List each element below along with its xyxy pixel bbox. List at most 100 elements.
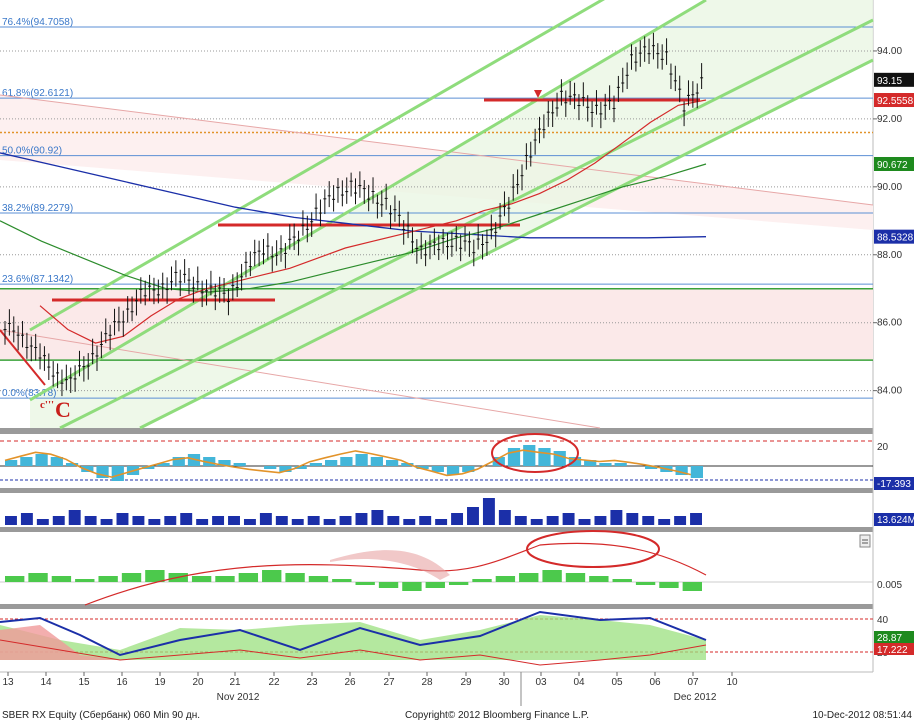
panel-separator (0, 527, 873, 532)
macd-hist-bar (462, 466, 475, 472)
x-tick-label: 15 (78, 677, 90, 688)
x-tick-label: 30 (498, 677, 510, 688)
volume-bar (116, 513, 129, 525)
volume-bar (68, 510, 81, 525)
macd-hist-bar (416, 466, 429, 469)
price-tick-label: 90.00 (877, 182, 902, 193)
x-tick-label: 19 (154, 677, 166, 688)
pink-trend-line (0, 94, 874, 206)
x-tick-label: 14 (40, 677, 52, 688)
price-badge (874, 229, 914, 244)
volume-bar (674, 516, 687, 525)
panel-separator (0, 428, 873, 434)
macd-hist-bar (309, 463, 323, 466)
fib-level-label: 38.2%(89.2279) (2, 203, 73, 214)
fib-level-label: 61.8%(92.6121) (2, 88, 73, 99)
channel-line (29, 0, 606, 332)
macd-hist-bar (446, 466, 460, 475)
panel-separator (0, 488, 873, 493)
x-tick-label: 10 (726, 677, 738, 688)
dmi-hist-bar (448, 582, 469, 585)
volume-bar (228, 516, 240, 525)
macd-hist-bar (233, 463, 246, 466)
macd-hist-bar (65, 463, 79, 466)
month-label: Nov 2012 (217, 692, 260, 703)
volume-bar (84, 516, 97, 525)
x-tick-label: 22 (268, 677, 280, 688)
volume-bar (36, 519, 49, 525)
fib-level-label: 23.6%(87.1342) (2, 274, 73, 285)
macd-hist-bar (35, 454, 48, 466)
dmi-hist-bar (51, 576, 72, 582)
volume-bar (658, 519, 671, 525)
macd-hist-bar (325, 460, 338, 466)
x-tick-label: 06 (649, 677, 661, 688)
price-badge (874, 156, 914, 171)
x-tick-label: 23 (306, 677, 318, 688)
osc-tick-label: 40 (877, 615, 889, 626)
footer-left: SBER RX Equity (Сбербанк) 060 Min 90 дн. (2, 709, 200, 721)
price-tick-label: 92.00 (877, 114, 902, 125)
dmi-hist-bar (121, 573, 142, 582)
volume-bar (530, 519, 543, 525)
macd-hist-bar (218, 460, 231, 466)
price-badge-label: 92.5558 (877, 96, 914, 107)
macd-hist-bar (5, 460, 18, 466)
price-badge (874, 93, 914, 108)
macd-panel: 20 -17.393 (0, 433, 914, 490)
fib-level-label: 0.0%(83.78) (2, 388, 56, 399)
volume-bar (467, 507, 479, 525)
dmi-hist-bar (425, 582, 445, 588)
volume-panel: 13.624M (5, 498, 914, 526)
dmi-hist-bar (519, 573, 539, 582)
volume-bar (180, 513, 193, 525)
x-tick-label: 16 (116, 677, 128, 688)
volume-bar (451, 513, 464, 525)
dmi-cloud (330, 550, 450, 580)
macd-hist-bar (157, 463, 170, 466)
volume-bar (100, 519, 113, 525)
x-tick-label: 26 (344, 677, 356, 688)
macd-badge (874, 477, 914, 490)
dmi-hist-bar (472, 579, 492, 582)
dmi-hist-bar (75, 579, 95, 582)
volume-bar (307, 516, 320, 525)
fib-level-label: 50.0%(90.92) (2, 146, 62, 157)
wave-label: C (55, 397, 71, 422)
osc-badge (874, 631, 914, 643)
dmi-hist-bar (565, 573, 586, 582)
macd-hist-bar (264, 466, 277, 469)
volume-bar (323, 519, 336, 525)
panel-settings-icon[interactable] (859, 534, 871, 548)
dmi-hist-bar (262, 570, 282, 582)
volume-bar (164, 516, 177, 525)
volume-bar (578, 519, 591, 525)
channel-line (29, 0, 707, 402)
signal-marker (534, 90, 542, 98)
dmi-badge-label: 0.005 (877, 580, 902, 591)
panel-separator (0, 604, 873, 609)
volume-bar (642, 516, 655, 525)
x-tick-label: 27 (383, 677, 395, 688)
volume-bar (514, 516, 527, 525)
macd-hist-bar (690, 466, 703, 478)
macd-hist-bar (553, 451, 566, 466)
fib-level-label: 76.4%(94.7058) (2, 17, 73, 28)
osc-badge-label: 17.222 (877, 645, 908, 656)
dmi-hist-bar (5, 576, 25, 582)
volume-bar (498, 510, 511, 525)
dmi-hist-bar (285, 573, 305, 582)
volume-bar (148, 519, 161, 525)
footer-right: 10-Dec-2012 08:51:44 (812, 710, 912, 721)
macd-hist-bar (492, 457, 505, 466)
ma-blue-line (0, 152, 707, 239)
macd-hist-bar (20, 457, 33, 466)
macd-hist-bar (294, 466, 307, 469)
macd-hist-bar (599, 463, 612, 466)
macd-hist-bar (50, 457, 63, 466)
dmi-hist-bar (145, 570, 165, 582)
macd-hist-bar (340, 457, 353, 466)
highlight-ellipse (526, 530, 660, 568)
dmi-hist-bar (215, 576, 235, 582)
